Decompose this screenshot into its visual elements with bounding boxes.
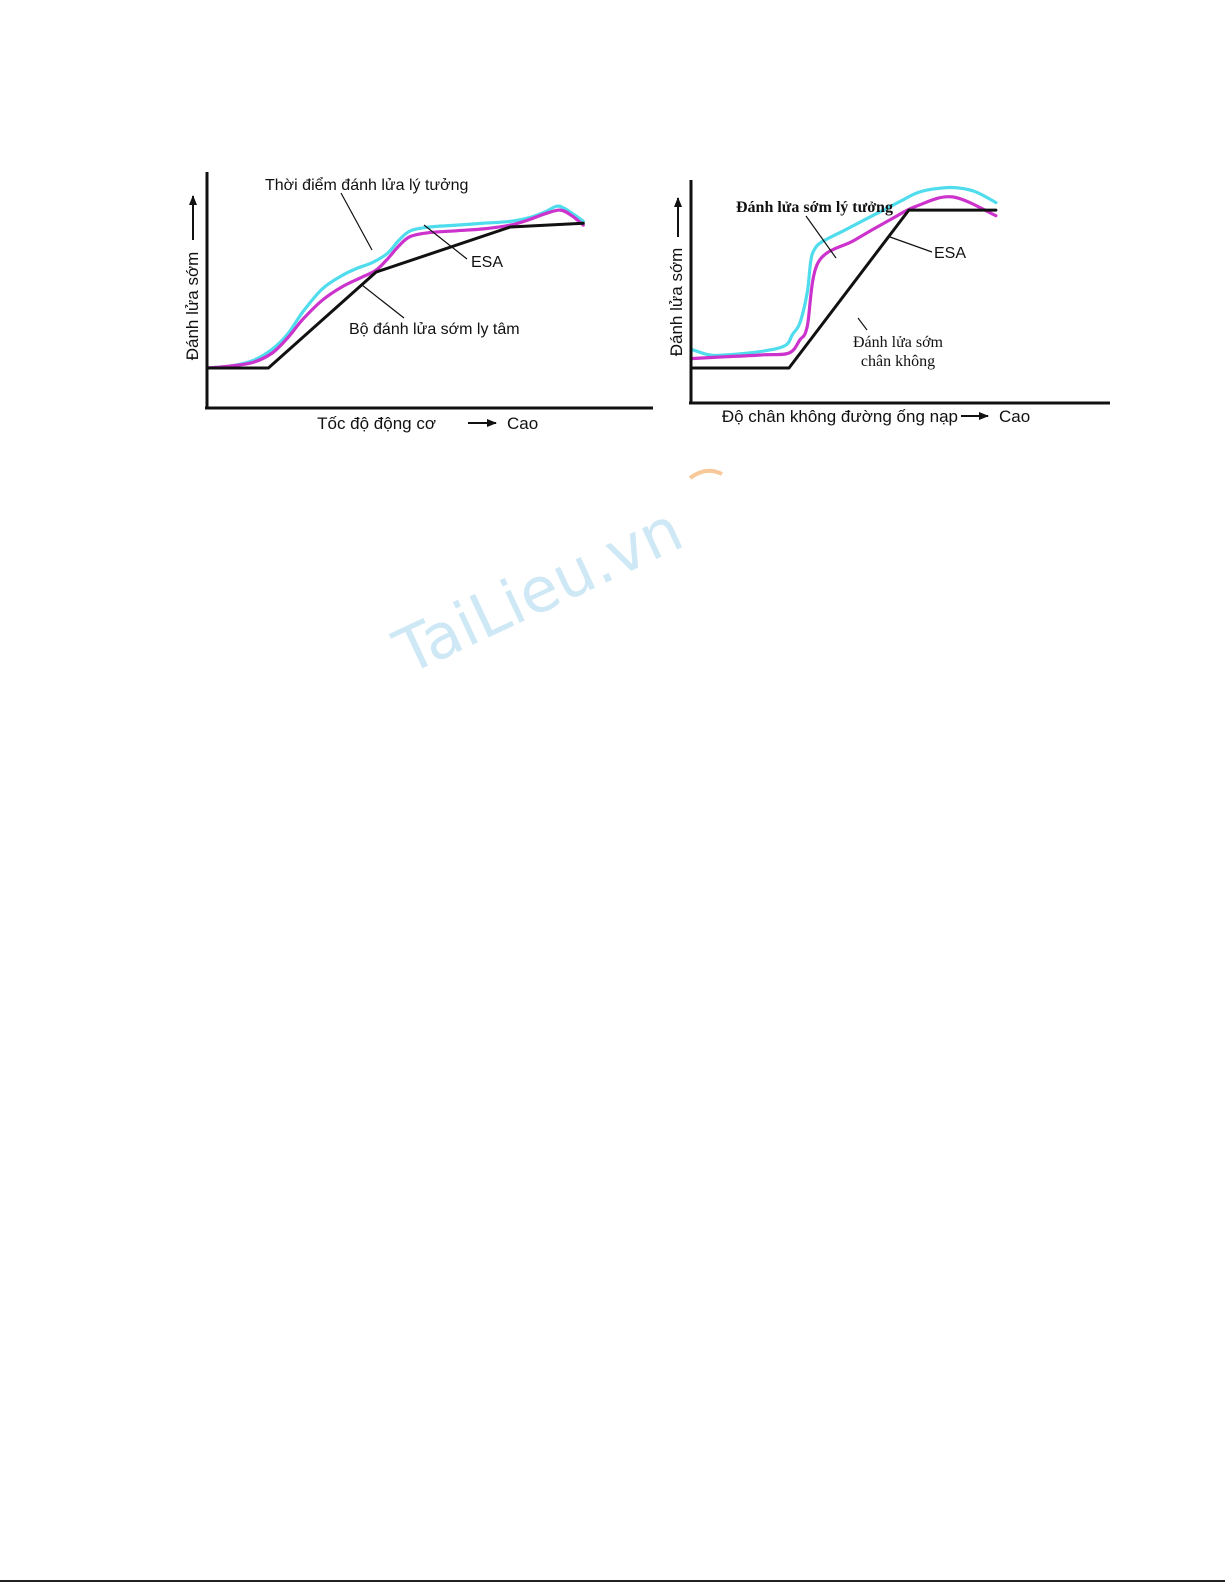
- series-layer: [205, 204, 585, 370]
- x-axis-high-label: Cao: [999, 407, 1030, 426]
- leader-mechanical: [361, 284, 405, 319]
- y-axis-label: Đánh lửa sớm: [183, 252, 202, 361]
- annotation-vacuum-line1: Đánh lửa sớm: [853, 334, 944, 351]
- chart-manifold-vacuum: Đánh lửa sớm Độ chân không đường ống nạp…: [667, 180, 1110, 426]
- annotation-esa: ESA: [471, 254, 503, 271]
- series-line-danh-lua-som-chan-khong: [689, 208, 998, 370]
- leader-ideal: [805, 215, 837, 259]
- y-axis-label: Đánh lửa sớm: [667, 248, 686, 357]
- leader-vacuum: [857, 317, 868, 331]
- series-line-thoi-diem-danh-lua-ly-tuong: [205, 204, 585, 370]
- series-line-esa: [205, 208, 585, 370]
- leader-esa: [889, 236, 933, 253]
- annotation-ideal: Thời điểm đánh lửa lý tưởng: [265, 176, 468, 194]
- x-axis-label: Tốc độ động cơ: [317, 414, 436, 433]
- series-layer: [689, 185, 998, 370]
- series-line-esa: [689, 195, 998, 361]
- x-axis-high-label: Cao: [507, 414, 538, 433]
- x-axis-label: Độ chân không đường ống nạp: [722, 407, 958, 426]
- series-line-bo-danh-lua-som-ly-tam: [205, 221, 585, 370]
- chart-engine-speed: Đánh lửa sớm Tốc độ động cơ Cao Thời điể…: [183, 172, 653, 433]
- watermark-text: TaiLieu.vn: [383, 492, 694, 689]
- leader-ideal: [340, 192, 373, 251]
- watermark-accent: [688, 468, 723, 480]
- annotation-vacuum-line2: chân không: [861, 353, 935, 370]
- annotation-esa: ESA: [934, 245, 966, 262]
- series-line-danh-lua-som-ly-tuong: [689, 185, 998, 358]
- leader-esa: [423, 224, 468, 260]
- watermark: TaiLieu.vn: [383, 468, 723, 689]
- annotation-mechanical: Bộ đánh lửa sớm ly tâm: [349, 321, 520, 338]
- annotation-ideal: Đánh lửa sớm lý tưởng: [736, 199, 893, 216]
